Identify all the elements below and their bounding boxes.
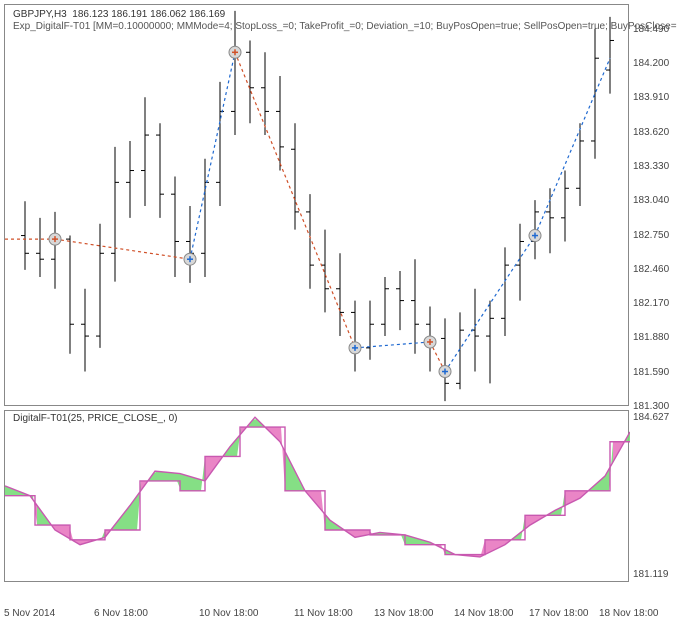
indicator-chart-canvas (5, 411, 630, 583)
price-y-label: 182.460 (633, 264, 669, 275)
indicator-chart[interactable]: DigitalF-T01(25, PRICE_CLOSE_, 0) (4, 410, 629, 582)
indicator-title: DigitalF-T01(25, PRICE_CLOSE_, 0) (13, 413, 178, 424)
symbol-label: GBPJPY,H3 186.123 186.191 186.062 186.16… (13, 9, 225, 20)
price-chart-canvas (5, 5, 630, 407)
indicator-y-axis: 184.627 181.119 (633, 410, 683, 582)
price-y-label: 183.040 (633, 195, 669, 206)
indicator-y-top: 184.627 (633, 412, 669, 423)
price-y-label: 183.330 (633, 161, 669, 172)
price-y-label: 182.170 (633, 298, 669, 309)
price-y-label: 181.590 (633, 367, 669, 378)
price-y-label: 184.200 (633, 58, 669, 69)
price-y-axis: 184.490184.200183.910183.620183.330183.0… (633, 4, 683, 406)
price-y-label: 183.910 (633, 92, 669, 103)
price-y-label: 183.620 (633, 127, 669, 138)
expert-advisor-label: Exp_DigitalF-T01 [MM=0.10000000; MMMode=… (13, 21, 677, 32)
price-y-label: 181.880 (633, 332, 669, 343)
indicator-y-bottom: 181.119 (633, 569, 668, 580)
price-chart[interactable]: GBPJPY,H3 186.123 186.191 186.062 186.16… (4, 4, 629, 406)
price-y-label: 182.750 (633, 230, 669, 241)
